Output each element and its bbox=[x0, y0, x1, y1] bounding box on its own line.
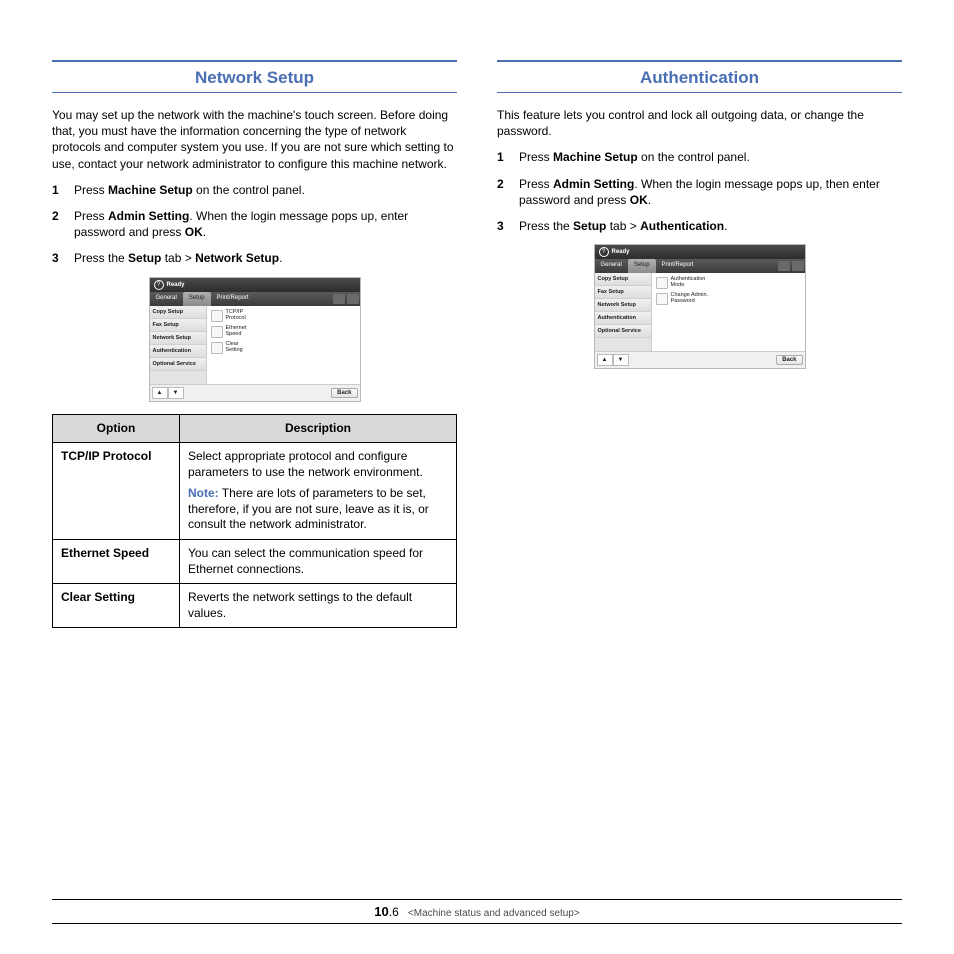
option-name: Ethernet Speed bbox=[53, 540, 180, 584]
mock-up-arrow-icon: ▲ bbox=[152, 387, 168, 399]
touchscreen-mock-left: ? Ready General Setup Print/Report Copy … bbox=[149, 277, 361, 402]
step-text: Press Machine Setup on the control panel… bbox=[519, 150, 750, 164]
mock-footer: ▲ ▼ Back bbox=[595, 351, 805, 368]
mock-status: Ready bbox=[167, 282, 185, 288]
mock-body: Copy Setup Fax Setup Network Setup Authe… bbox=[595, 273, 805, 351]
step-item: 3 Press the Setup tab > Network Setup. bbox=[52, 250, 457, 266]
intro-paragraph: You may set up the network with the mach… bbox=[52, 107, 457, 172]
intro-paragraph: This feature lets you control and lock a… bbox=[497, 107, 902, 139]
option-description: You can select the communication speed f… bbox=[180, 540, 457, 584]
touchscreen-mock-right: ? Ready General Setup Print/Report Copy … bbox=[594, 244, 806, 369]
mock-tabs: General Setup Print/Report bbox=[595, 259, 805, 273]
left-column: Network Setup You may set up the network… bbox=[52, 60, 457, 628]
mock-tab-printreport: Print/Report bbox=[211, 292, 255, 306]
steps-list-right: 1 Press Machine Setup on the control pan… bbox=[497, 149, 902, 234]
mock-side-item: Authentication bbox=[150, 345, 206, 358]
mock-option: Change Admin.Password bbox=[656, 293, 801, 305]
mock-footer: ▲ ▼ Back bbox=[150, 384, 360, 401]
note-text: There are lots of parameters to be set, … bbox=[188, 486, 429, 531]
mock-down-arrow-icon: ▼ bbox=[613, 354, 629, 366]
step-item: 2 Press Admin Setting. When the login me… bbox=[52, 208, 457, 240]
mock-tab-setup: Setup bbox=[183, 292, 211, 306]
mock-tabs: General Setup Print/Report bbox=[150, 292, 360, 306]
table-row: TCP/IP Protocol Select appropriate proto… bbox=[53, 443, 457, 540]
option-name: Clear Setting bbox=[53, 584, 180, 628]
section-title-authentication: Authentication bbox=[640, 68, 759, 87]
mock-side-item: Network Setup bbox=[150, 332, 206, 345]
step-item: 1 Press Machine Setup on the control pan… bbox=[497, 149, 902, 165]
step-item: 1 Press Machine Setup on the control pan… bbox=[52, 182, 457, 198]
mock-tool-icon bbox=[333, 294, 345, 304]
step-number: 2 bbox=[52, 208, 59, 224]
step-number: 3 bbox=[497, 218, 504, 234]
mock-side-item: Fax Setup bbox=[595, 286, 651, 299]
mock-tool-icon bbox=[347, 294, 359, 304]
page-footer: 10.6 <Machine status and advanced setup> bbox=[52, 899, 902, 924]
step-text: Press Admin Setting. When the login mess… bbox=[519, 177, 880, 207]
right-column: Authentication This feature lets you con… bbox=[497, 60, 902, 628]
help-icon: ? bbox=[599, 247, 609, 257]
option-description: Reverts the network settings to the defa… bbox=[180, 584, 457, 628]
mock-side-item: Optional Service bbox=[595, 325, 651, 338]
page-number-page: .6 bbox=[389, 905, 399, 919]
mock-back-button: Back bbox=[331, 388, 357, 398]
step-text: Press the Setup tab > Authentication. bbox=[519, 219, 727, 233]
mock-tab-general: General bbox=[150, 292, 183, 306]
step-text: Press Admin Setting. When the login mess… bbox=[74, 209, 408, 239]
mock-tab-general: General bbox=[595, 259, 628, 273]
mock-side-item: Fax Setup bbox=[150, 319, 206, 332]
step-number: 1 bbox=[52, 182, 59, 198]
option-description: Select appropriate protocol and configur… bbox=[180, 443, 457, 540]
table-header-option: Option bbox=[53, 414, 180, 443]
mock-sidebar: Copy Setup Fax Setup Network Setup Authe… bbox=[150, 306, 206, 384]
mock-side-item: Network Setup bbox=[595, 299, 651, 312]
mock-side-item: Copy Setup bbox=[150, 306, 206, 319]
table-row: Ethernet Speed You can select the commun… bbox=[53, 540, 457, 584]
step-item: 3 Press the Setup tab > Authentication. bbox=[497, 218, 902, 234]
page-number-chapter: 10 bbox=[374, 904, 388, 919]
mock-header: ? Ready bbox=[150, 278, 360, 292]
note-label: Note: bbox=[188, 486, 219, 500]
mock-option: AuthenticationMode bbox=[656, 277, 801, 289]
step-text: Press the Setup tab > Network Setup. bbox=[74, 251, 282, 265]
mock-side-item: Copy Setup bbox=[595, 273, 651, 286]
step-number: 3 bbox=[52, 250, 59, 266]
table-row: Clear Setting Reverts the network settin… bbox=[53, 584, 457, 628]
mock-tool-icon bbox=[778, 261, 790, 271]
mock-up-arrow-icon: ▲ bbox=[597, 354, 613, 366]
step-item: 2 Press Admin Setting. When the login me… bbox=[497, 176, 902, 208]
mock-side-item: Optional Service bbox=[150, 358, 206, 371]
mock-main: TCP/IPProtocol EthernetSpeed ClearSettin… bbox=[206, 306, 360, 384]
table-header-description: Description bbox=[180, 414, 457, 443]
mock-status: Ready bbox=[612, 249, 630, 255]
option-name: TCP/IP Protocol bbox=[53, 443, 180, 540]
mock-main: AuthenticationMode Change Admin.Password bbox=[651, 273, 805, 351]
mock-back-button: Back bbox=[776, 355, 802, 365]
step-text: Press Machine Setup on the control panel… bbox=[74, 183, 305, 197]
mock-option: ClearSetting bbox=[211, 342, 356, 354]
mock-sidebar: Copy Setup Fax Setup Network Setup Authe… bbox=[595, 273, 651, 351]
mock-tab-setup: Setup bbox=[628, 259, 656, 273]
mock-tool-icon bbox=[792, 261, 804, 271]
mock-option: TCP/IPProtocol bbox=[211, 310, 356, 322]
mock-option: EthernetSpeed bbox=[211, 326, 356, 338]
mock-down-arrow-icon: ▼ bbox=[168, 387, 184, 399]
mock-tab-printreport: Print/Report bbox=[656, 259, 700, 273]
help-icon: ? bbox=[154, 280, 164, 290]
mock-header: ? Ready bbox=[595, 245, 805, 259]
footer-chapter-title: <Machine status and advanced setup> bbox=[408, 908, 580, 919]
step-number: 2 bbox=[497, 176, 504, 192]
section-title-wrap: Network Setup bbox=[52, 60, 457, 93]
section-title-network-setup: Network Setup bbox=[195, 68, 314, 87]
step-number: 1 bbox=[497, 149, 504, 165]
mock-side-item: Authentication bbox=[595, 312, 651, 325]
section-title-wrap: Authentication bbox=[497, 60, 902, 93]
steps-list-left: 1 Press Machine Setup on the control pan… bbox=[52, 182, 457, 267]
mock-body: Copy Setup Fax Setup Network Setup Authe… bbox=[150, 306, 360, 384]
options-table: Option Description TCP/IP Protocol Selec… bbox=[52, 414, 457, 629]
